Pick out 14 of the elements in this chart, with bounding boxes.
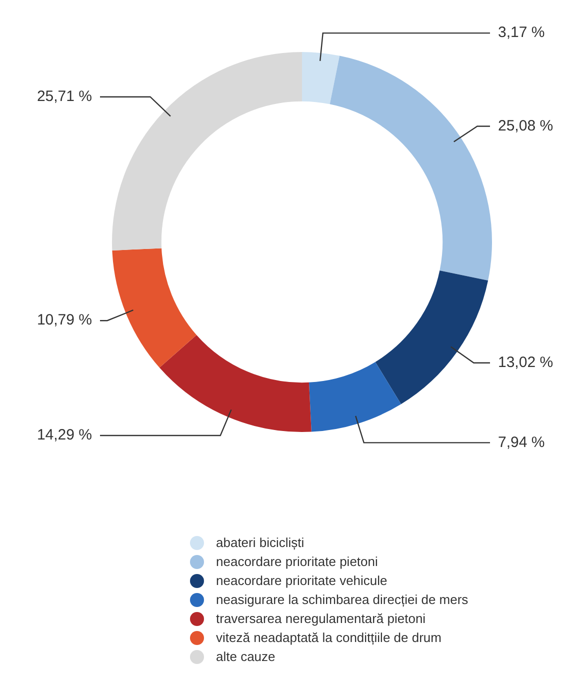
legend-label: neacordare prioritate pietoni	[216, 554, 378, 569]
legend-label: alte cauze	[216, 649, 276, 664]
data-label: 3,17 %	[498, 24, 545, 42]
legend-label: neacordare prioritate vehicule	[216, 573, 388, 588]
data-label: 25,08 %	[498, 117, 554, 134]
data-label: 13,02 %	[498, 354, 554, 371]
data-label: 25,71 %	[36, 88, 92, 105]
legend-label: traversarea neregulamentară pietoni	[216, 611, 426, 626]
data-label: 10,79 %	[36, 312, 92, 329]
data-label: 7,94 %	[498, 434, 545, 451]
data-label: 14,29 %	[36, 426, 92, 444]
legend-label: neasigurare la schimbarea direcției de mers	[216, 592, 468, 607]
legend-label: viteză neadaptată la conditțiile de drum	[216, 630, 442, 645]
legend-label: abateri bicicliști	[216, 535, 304, 550]
